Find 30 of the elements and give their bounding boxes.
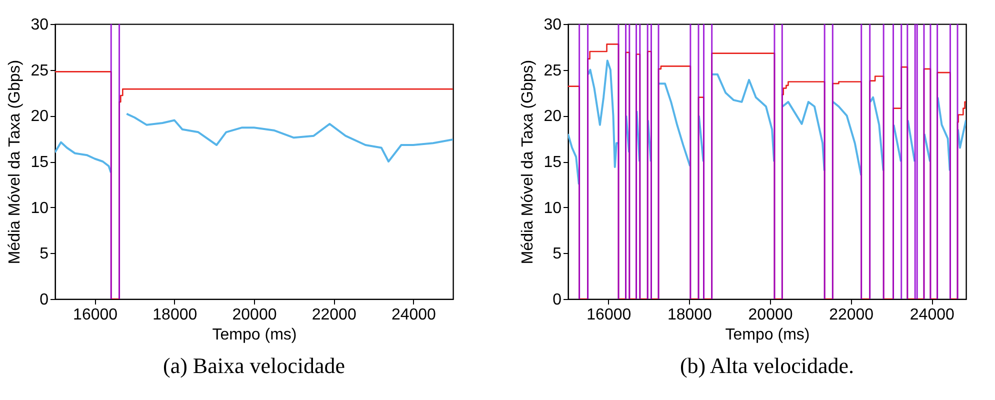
y-tick-label: 20 [544, 108, 562, 126]
y-tick-label: 30 [544, 16, 562, 34]
y-tick-label: 10 [30, 200, 49, 217]
x-tick-label: 16000 [586, 306, 632, 324]
y-tick-label: 15 [544, 154, 562, 171]
x-axis-title: Tempo (ms) [725, 326, 810, 344]
y-tick-label: 0 [40, 292, 49, 308]
y-tick-label: 5 [40, 246, 49, 263]
x-tick-label: 20000 [748, 306, 793, 324]
x-tick-label: 22000 [312, 306, 356, 324]
y-tick-label: 5 [552, 246, 562, 263]
y-tick-label: 15 [30, 154, 49, 171]
y-axis-title: Média Móvel da Taxa (Gbps) [520, 60, 537, 264]
x-tick-label: 22000 [829, 306, 874, 324]
x-tick-label: 18000 [667, 306, 712, 324]
text: (a) Baixa velocidade [162, 353, 346, 378]
text: (b) Alta velocidade. [680, 353, 854, 378]
x-tick-label: 24000 [910, 306, 954, 324]
y-tick-label: 25 [30, 62, 49, 80]
x-axis-title: Tempo (ms) [212, 326, 297, 344]
y-tick-label: 25 [544, 62, 562, 80]
y-tick-label: 0 [552, 292, 562, 308]
y-tick-label: 10 [544, 200, 562, 217]
y-axis-title: Média Móvel da Taxa (Gbps) [6, 60, 24, 264]
x-tick-label: 24000 [391, 306, 436, 324]
y-tick-label: 30 [30, 16, 49, 34]
x-tick-label: 18000 [152, 306, 198, 324]
x-tick-label: 20000 [232, 306, 277, 324]
y-tick-label: 20 [30, 108, 49, 126]
x-tick-label: 16000 [73, 306, 118, 324]
